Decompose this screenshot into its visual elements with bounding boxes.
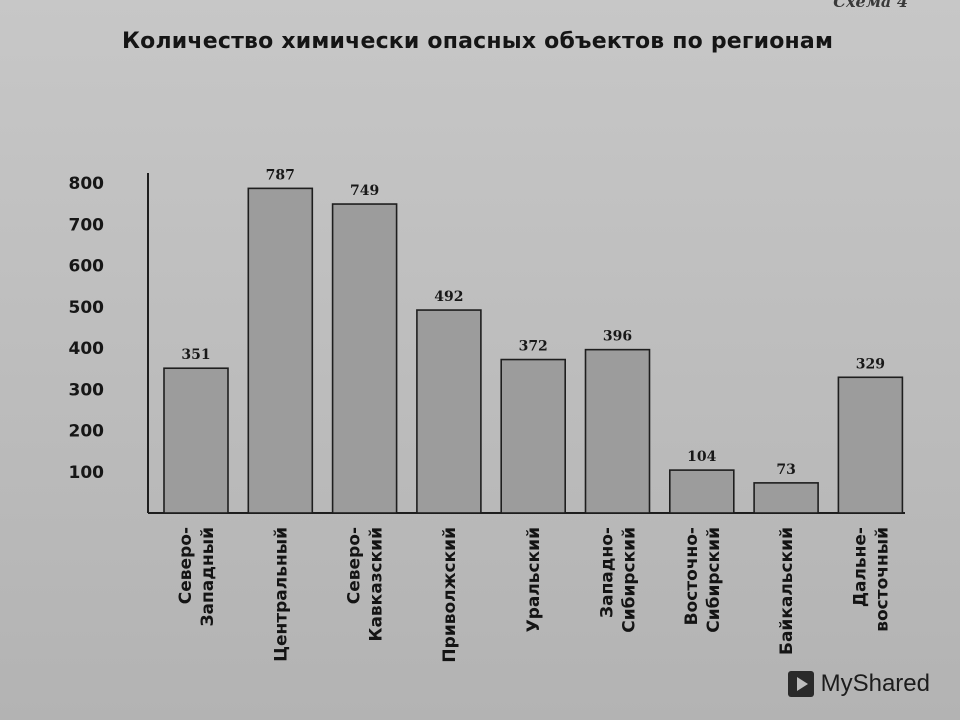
category-label-line: Сибирский	[620, 527, 640, 633]
category-label: Центральный	[271, 527, 291, 662]
y-tick-label: 700	[69, 215, 105, 235]
y-tick-label: 800	[69, 174, 105, 194]
bar	[163, 367, 229, 514]
watermark-text: MyShared	[820, 670, 930, 697]
category-label-line: восточный	[872, 527, 892, 632]
bar-value-label: 73	[776, 462, 795, 478]
category-label-line: Дальне-	[850, 527, 870, 607]
bar	[416, 309, 482, 514]
category-label-line: Северо-	[176, 527, 196, 604]
y-tick-label: 600	[69, 257, 105, 277]
category-label-line: Восточно-	[682, 527, 702, 625]
y-tick-label: 300	[69, 380, 105, 400]
bar-value-label: 329	[856, 356, 885, 372]
y-tick-label: 200	[69, 422, 105, 442]
y-tick-label: 100	[69, 463, 105, 483]
bar	[837, 376, 904, 514]
bar-value-label: 372	[519, 339, 548, 355]
category-label-line: Северо-	[345, 527, 365, 604]
watermark: MyShared	[787, 670, 930, 698]
bar-value-label: 351	[181, 347, 210, 363]
play-logo-icon	[787, 671, 814, 697]
bar-value-label: 492	[434, 289, 463, 305]
category-label: Западно- Сибирский	[598, 527, 640, 633]
bar	[331, 203, 398, 514]
category-label-line: Западно-	[598, 527, 618, 618]
category-label: Восточно- Сибирский	[682, 527, 724, 633]
category-label: Приволжский	[440, 527, 460, 663]
chart-title: Количество химически опасных объектов по…	[122, 29, 834, 54]
bar	[247, 187, 314, 514]
bar-value-label: 787	[266, 167, 295, 183]
category-label: Северо- Кавказский	[345, 527, 387, 641]
bar	[500, 358, 567, 514]
category-label: Северо- Западный	[176, 527, 218, 627]
category-label-line: Западный	[198, 527, 218, 627]
bar	[753, 482, 819, 514]
y-tick-label: 400	[69, 339, 105, 359]
bar-value-label: 396	[603, 329, 632, 345]
bar-value-label: 104	[687, 449, 716, 465]
category-label: Байкальский	[777, 527, 797, 655]
category-label-line: Сибирский	[704, 527, 724, 633]
category-label: Уральский	[524, 527, 544, 632]
running-head: Схема 4	[833, 0, 908, 11]
bar	[584, 348, 651, 514]
bar-value-label: 749	[350, 183, 379, 199]
category-label-line: Кавказский	[367, 527, 387, 641]
category-label: Дальне-восточный	[850, 527, 892, 632]
category-label-line: Байкальский	[777, 527, 797, 655]
category-label-line: Уральский	[524, 527, 544, 632]
y-tick-label: 500	[69, 298, 105, 318]
category-label-line: Приволжский	[440, 527, 460, 663]
bar	[668, 469, 735, 514]
category-label-line: Центральный	[271, 527, 291, 662]
